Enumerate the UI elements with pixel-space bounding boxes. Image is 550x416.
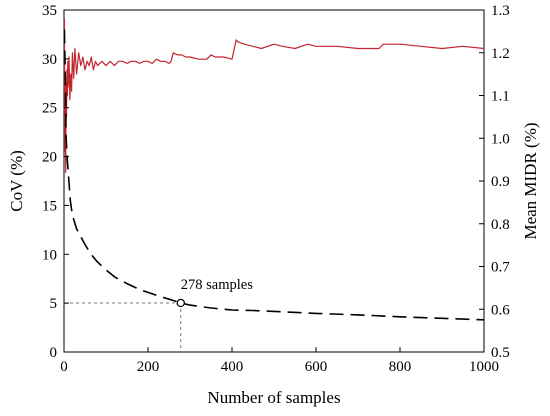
annotation-marker	[176, 298, 185, 308]
y-left-tick-label: 20	[42, 150, 57, 166]
y-right-tick-label: 0.7	[491, 260, 510, 276]
y-left-axis-title: CoV (%)	[7, 150, 26, 212]
y-left-tick-label: 30	[42, 52, 57, 68]
x-tick-label: 0	[60, 359, 68, 375]
y-left-tick-label: 0	[50, 345, 58, 361]
cov-series-line	[63, 29, 485, 321]
ticks-layer: 0 200 400 600 800 1000 0 5 10 15 20 25 30 35 0.5 0.6 0.7…	[42, 3, 510, 375]
y-right-tick-label: 0.9	[491, 174, 510, 190]
y-right-tick-label: 0.5	[491, 345, 510, 361]
y-right-tick-label: 1.3	[491, 3, 510, 19]
y-right-tick-label: 0.8	[491, 217, 510, 233]
x-tick-label: 400	[221, 359, 244, 375]
y-right-tick-label: 1.0	[491, 131, 510, 147]
y-right-tick-label: 1.1	[491, 89, 510, 105]
y-right-axis-title: Mean MIDR (%)	[521, 122, 540, 239]
plot-border	[63, 9, 485, 353]
series-layer	[63, 18, 485, 321]
annotation-label: 278 samples	[181, 277, 253, 293]
y-left-tick-label: 15	[42, 198, 57, 214]
x-tick-label: 1000	[469, 359, 499, 375]
x-axis-title: Number of samples	[207, 388, 340, 407]
x-tick-label: 800	[389, 359, 412, 375]
mean-midr-series-line	[63, 18, 485, 173]
x-tick-label: 200	[137, 359, 160, 375]
x-tick-label: 600	[305, 359, 328, 375]
y-left-tick-label: 35	[42, 3, 57, 19]
y-left-tick-label: 25	[42, 101, 57, 117]
y-left-tick-label: 5	[50, 296, 58, 312]
plot-frame	[63, 9, 485, 353]
y-left-tick-label: 10	[42, 247, 57, 263]
y-right-tick-label: 0.6	[491, 302, 510, 318]
y-right-tick-label: 1.2	[491, 46, 510, 62]
annotation-layer: 278 samples	[64, 277, 253, 352]
